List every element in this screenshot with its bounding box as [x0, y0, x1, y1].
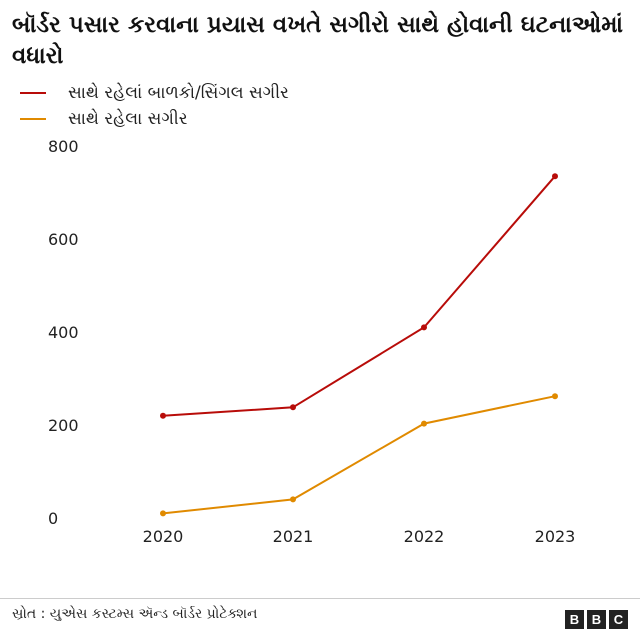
bbc-logo-block: B [565, 610, 584, 629]
legend-label: સાથે રહેલાં બાળકો/સિંગલ સગીર [68, 83, 289, 103]
bbc-logo-block: B [587, 610, 606, 629]
line-chart: 0 200 400 600 800 2020 2021 2022 2023 [48, 137, 576, 546]
legend-swatch-orange [20, 118, 46, 120]
x-tick-label: 2021 [273, 527, 314, 546]
legend-label: સાથે રહેલા સગીર [68, 109, 188, 129]
data-point [552, 173, 558, 180]
legend-item-children-with-single-minor: સાથે રહેલાં બાળકો/સિંગલ સગીર [12, 80, 289, 106]
y-tick-label: 200 [48, 416, 79, 435]
x-tick-label: 2022 [404, 527, 445, 546]
footer-divider [0, 598, 640, 599]
y-tick-label: 400 [48, 323, 79, 342]
x-tick-label: 2023 [535, 527, 576, 546]
data-point [290, 496, 296, 503]
x-tick-label: 2020 [143, 527, 184, 546]
y-tick-label: 0 [48, 509, 58, 528]
legend-item-accompanied-minors: સાથે રહેલા સગીર [12, 106, 289, 132]
bbc-logo: B B C [565, 610, 628, 629]
series-line-2 [162, 395, 556, 515]
data-point [552, 393, 558, 400]
data-point [290, 404, 296, 411]
chart-title: બૉર્ડર પસાર કરવાના પ્રયાસ વખતે સગીરો સાથ… [12, 12, 624, 69]
data-point [421, 324, 427, 331]
chart-legend: સાથે રહેલાં બાળકો/સિંગલ સગીર સાથે રહેલા … [12, 80, 289, 132]
data-point [421, 420, 427, 427]
y-tick-label: 800 [48, 137, 79, 156]
data-point [160, 510, 166, 517]
y-tick-label: 600 [48, 230, 79, 249]
bbc-logo-block: C [609, 610, 628, 629]
legend-swatch-red [20, 92, 46, 94]
series-line-1 [162, 175, 556, 417]
source-note: સ્રોત : યુએસ કસ્ટમ્સ ઍન્ડ બૉર્ડર પ્રોટેક… [12, 606, 258, 622]
data-point [160, 412, 166, 419]
